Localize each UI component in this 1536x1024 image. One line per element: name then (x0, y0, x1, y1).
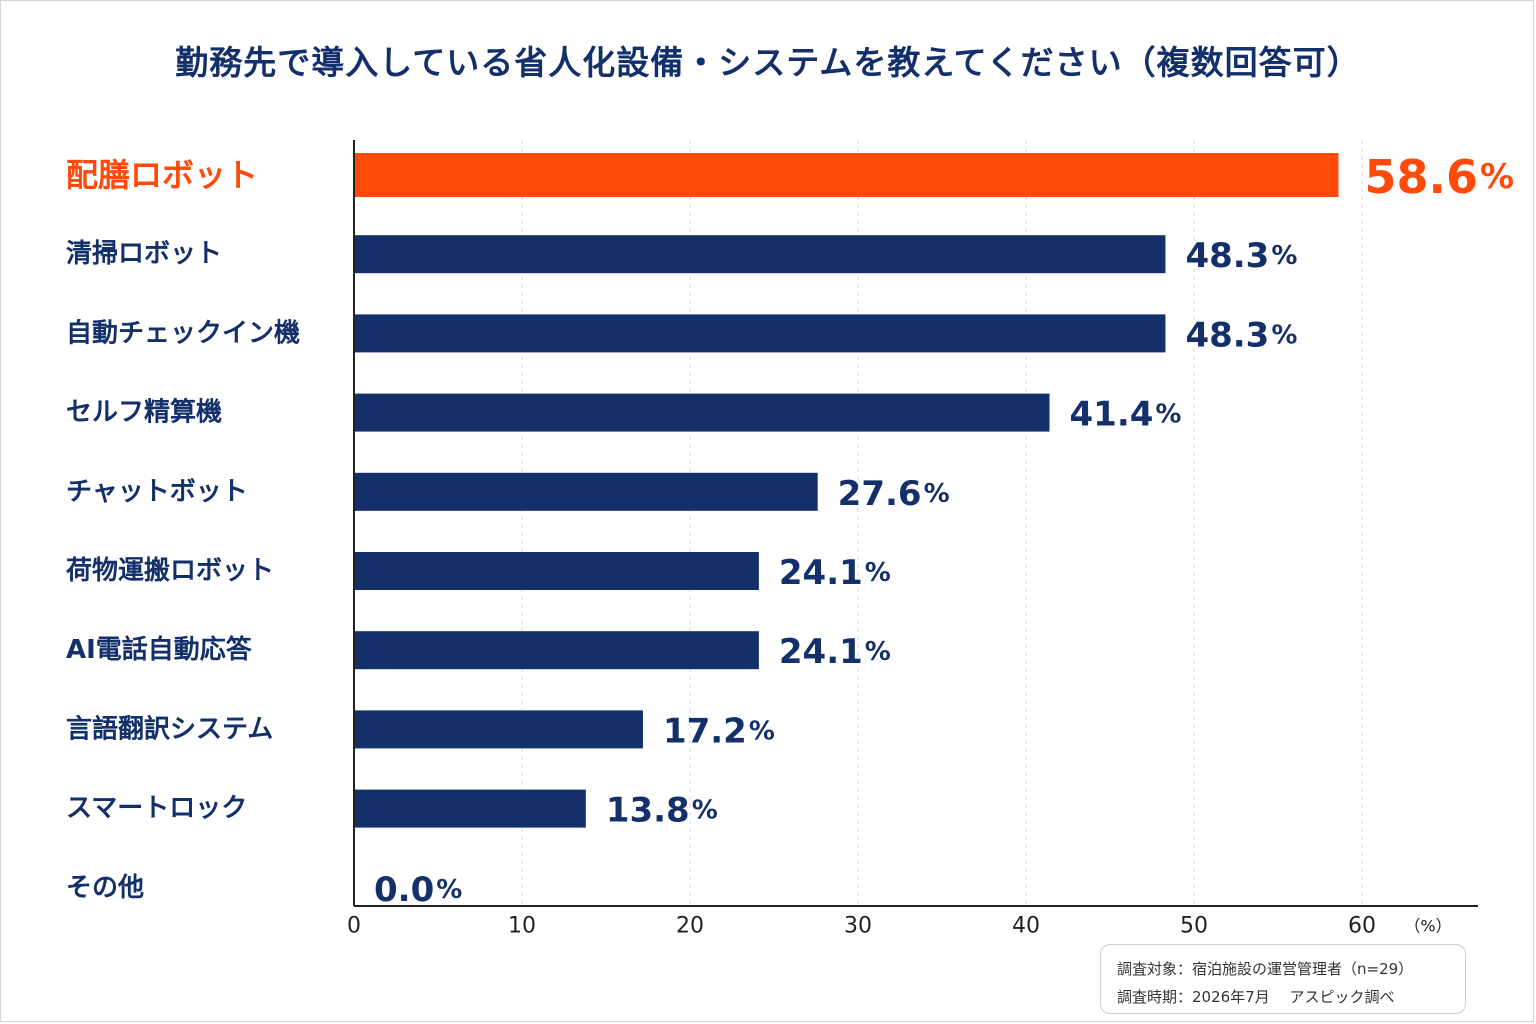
x-tick-label: 20 (676, 914, 704, 939)
category-label: 配膳ロボット (66, 156, 258, 194)
x-tick-label: 40 (1012, 914, 1040, 939)
category-label: 自動チェックイン機 (66, 317, 300, 348)
data-label: 24.1% (779, 632, 891, 672)
data-label: 27.6% (838, 474, 950, 514)
bar (354, 789, 586, 828)
bar (354, 235, 1166, 274)
survey-period: 調査時期：2026年7月 アスピック調べ (1117, 988, 1395, 1006)
bar (354, 552, 759, 590)
bar (354, 710, 643, 749)
data-label: 48.3% (1185, 315, 1297, 355)
data-label: 41.4% (1070, 395, 1182, 435)
bar (354, 631, 759, 670)
category-label: AI電話自動応答 (66, 634, 253, 665)
category-label: 荷物運搬ロボット (66, 555, 274, 586)
bar (354, 393, 1050, 432)
data-label: 48.3% (1185, 236, 1297, 276)
survey-note: 調査対象：宿泊施設の運営管理者（n=29） 調査時期：2026年7月 アスピック… (1100, 944, 1466, 1014)
x-tick-label: 0 (347, 914, 361, 939)
x-tick-label: 50 (1180, 914, 1208, 939)
category-label: セルフ精算機 (66, 397, 222, 428)
category-label: スマートロック (66, 794, 247, 824)
chart-title: 勤務先で導入している省人化設備・システムを教えてください（複数回答可） (175, 43, 1361, 82)
survey-target: 調査対象：宿泊施設の運営管理者（n=29） (1117, 960, 1414, 978)
category-label: チャットボット (66, 477, 248, 507)
data-label: 58.6% (1364, 150, 1514, 204)
bar (354, 472, 818, 511)
category-label: 言語翻訳システム (66, 713, 273, 744)
category-label: その他 (66, 873, 144, 903)
data-label: 17.2% (663, 711, 775, 751)
x-tick-label: 10 (508, 914, 536, 939)
category-label: 清掃ロボット (66, 239, 222, 269)
bar (354, 153, 1339, 197)
x-unit-label: （%） (1404, 917, 1451, 936)
x-tick-label: 30 (844, 914, 872, 939)
x-tick-label: 60 (1348, 914, 1376, 939)
bar (354, 314, 1166, 353)
data-label: 24.1% (779, 553, 891, 593)
data-label: 0.0% (374, 870, 462, 910)
data-label: 13.8% (606, 791, 718, 831)
